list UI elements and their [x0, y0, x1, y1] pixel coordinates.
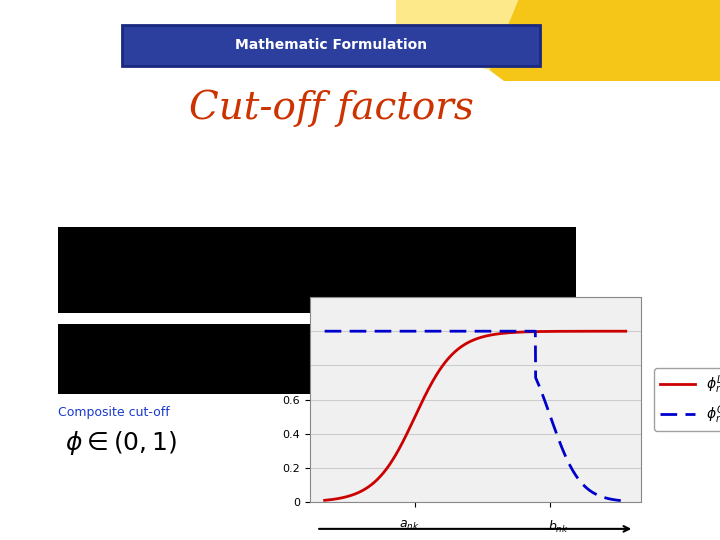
Legend: $\phi_{nki}^{L}$, $\phi_{nki}^{O}$: $\phi_{nki}^{L}$, $\phi_{nki}^{O}$	[654, 368, 720, 431]
Text: Composite cut-off: Composite cut-off	[58, 406, 169, 419]
FancyBboxPatch shape	[58, 227, 576, 313]
Text: $a_{nk}$: $a_{nk}$	[399, 518, 419, 532]
Polygon shape	[396, 0, 720, 81]
FancyBboxPatch shape	[58, 324, 310, 394]
FancyBboxPatch shape	[122, 25, 540, 66]
Text: $\phi \in (0,1)$: $\phi \in (0,1)$	[65, 429, 177, 457]
Polygon shape	[396, 0, 518, 70]
Text: Cut-off factors: Cut-off factors	[189, 89, 474, 127]
Text: $b_{nk}$: $b_{nk}$	[548, 518, 568, 535]
Text: Mathematic Formulation: Mathematic Formulation	[235, 38, 427, 52]
